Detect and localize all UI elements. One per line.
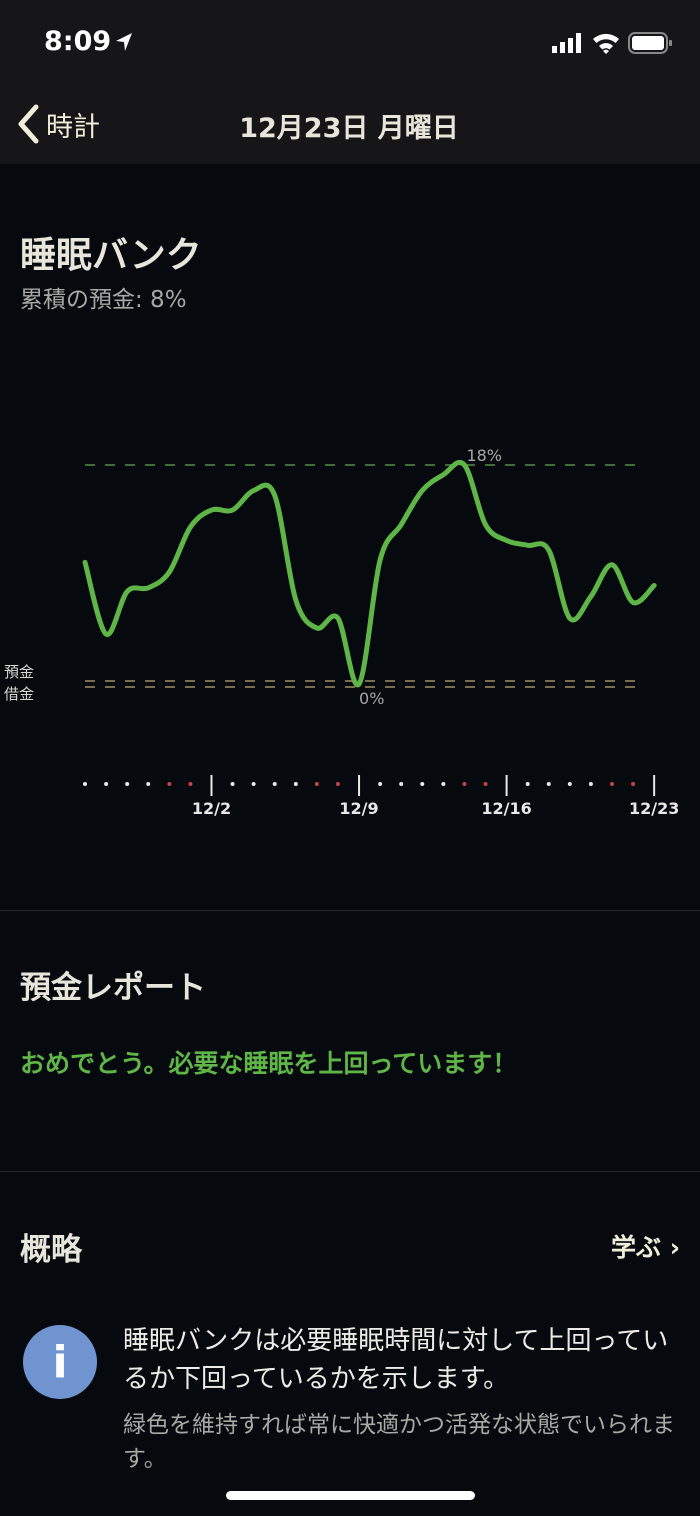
day-dot [104,782,109,786]
weekend-day-dot [610,782,614,786]
home-indicator[interactable] [226,1491,475,1500]
status-icons [552,32,672,54]
sleep-bank-chart: 預金 借金 18% 0% 12/2 12/9 12/16 12/23 [4,446,679,818]
min-label: 0% [359,689,384,708]
chevron-left-icon [18,104,39,144]
overview-text: 睡眠バンクは必要睡眠時間に対して上回っているか下回っているかを示します。 [123,1326,669,1394]
weekend-day-dot [631,782,636,786]
day-dot [125,782,130,786]
day-dot [567,782,572,786]
divider [0,1171,700,1172]
cumulative-deposit: 累積の預金: 8% [20,287,187,313]
weekend-day-dot [462,782,467,786]
axis-tick-label: 12/23 [629,799,679,818]
day-dot [378,782,383,786]
location-arrow-icon [116,33,132,51]
info-icon: i [23,1325,97,1399]
signal-icon [552,33,581,53]
day-dot [293,782,298,786]
debt-label: 借金 [4,685,34,703]
day-dot [146,782,151,786]
status-time: 8:09 [44,26,112,57]
axis-tick-label: 12/16 [481,799,531,818]
day-dot [272,782,277,786]
day-dot [399,782,404,786]
axis-tick-label: 12/2 [192,799,231,818]
weekend-day-dot [335,782,340,786]
sleep-bank-line [82,459,657,688]
axis-tick-label: 12/9 [339,799,378,818]
overview-subtext: 緑色を維持すれば常に快適かつ活発な状態でいられます。 [123,1412,675,1472]
day-dot [441,782,446,786]
weekend-day-dot [483,782,488,786]
sleep-bank-title: 睡眠バンク [20,235,202,276]
back-button[interactable]: 時計 [16,104,100,144]
day-dot [588,782,593,786]
back-label: 時計 [46,111,100,143]
report-title: 預金レポート [20,970,206,1006]
weekend-day-dot [167,782,172,786]
top-bar [0,0,700,164]
overview-title: 概略 [20,1232,82,1268]
max-label: 18% [466,446,502,465]
weekend-day-dot [314,782,319,786]
day-dot [546,782,551,786]
deposit-label: 預金 [4,663,34,681]
day-dot [420,782,425,786]
battery-icon [628,32,672,54]
divider [0,910,700,911]
weekend-day-dot [188,782,193,786]
report-message: おめでとう。必要な睡眠を上回っています！ [20,1049,518,1078]
day-dot [251,782,256,786]
page-title: 12月23日 月曜日 [239,113,459,144]
learn-link[interactable]: 学ぶ › [610,1233,680,1262]
day-dot [230,782,235,786]
day-dot [83,782,87,786]
wifi-icon [593,33,619,54]
day-dot [525,782,530,786]
